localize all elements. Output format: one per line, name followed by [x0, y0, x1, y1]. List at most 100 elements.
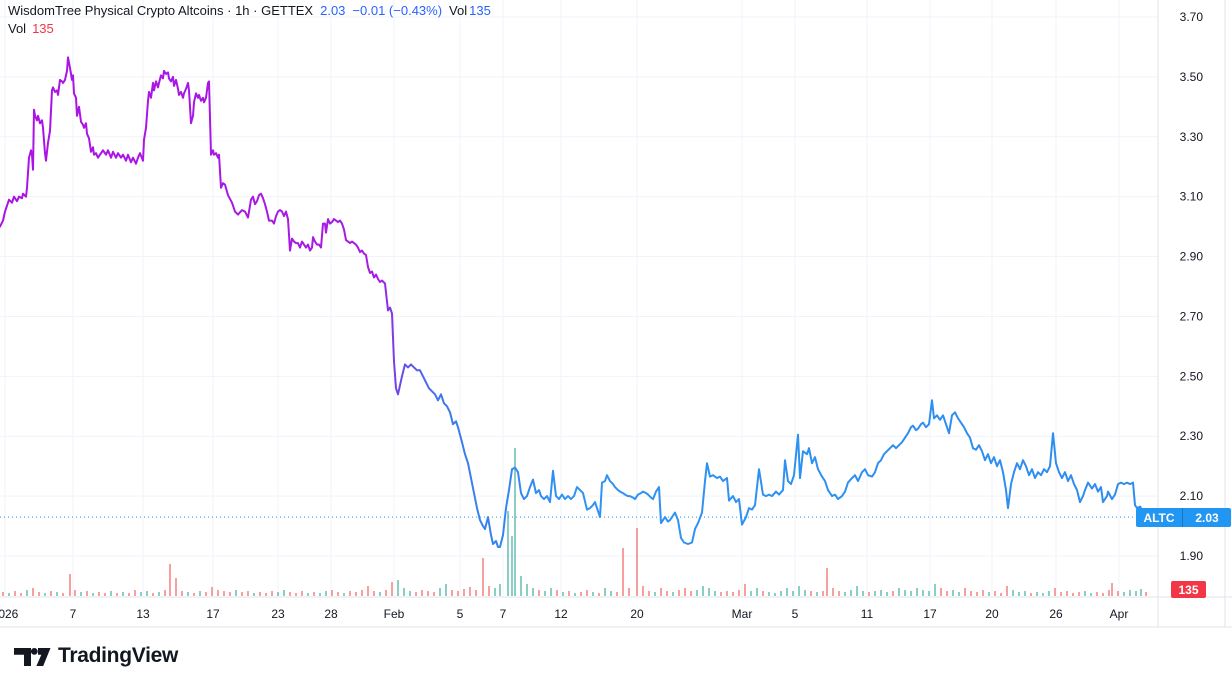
volume-bar [916, 588, 918, 596]
volume-badge: 135 [1171, 581, 1206, 598]
volume-bar [1060, 592, 1062, 596]
time-axis-label[interactable]: Feb [384, 607, 405, 621]
volume-inline-value: 135 [469, 3, 491, 18]
time-axis-label[interactable]: Apr [1110, 607, 1129, 621]
volume-bar [874, 591, 876, 596]
volume-bar [1030, 593, 1032, 596]
time-axis-label[interactable]: 13 [136, 607, 150, 621]
price-chart-svg[interactable]: 3.70 3.50 3.30 3.10 2.90 2.70 2.50 2.30 2.10 1.90… [0, 0, 1232, 628]
volume-bar [1072, 593, 1074, 596]
volume-bar [439, 588, 441, 596]
time-axis-label[interactable]: 20 [630, 607, 644, 621]
volume-bar [169, 564, 171, 596]
volume-bar [774, 593, 776, 596]
volume-bar [904, 590, 906, 596]
price-axis-label[interactable]: 3.50 [1180, 70, 1204, 84]
volume-bar [850, 590, 852, 596]
volume-bar [616, 592, 618, 596]
volume-bar [1090, 593, 1092, 596]
volume-bar [217, 590, 219, 596]
volume-bar [598, 593, 600, 596]
time-axis-label[interactable]: Mar [732, 607, 753, 621]
time-axis-label[interactable]: 28 [324, 607, 338, 621]
volume-bar [469, 587, 471, 596]
price-axis-label[interactable]: 2.50 [1180, 369, 1204, 383]
volume-bar [104, 593, 106, 596]
volume-bar [838, 591, 840, 596]
volume-bar [1123, 592, 1125, 596]
volume-bar [355, 592, 357, 596]
volume-bar [892, 591, 894, 596]
tradingview-logo[interactable]: TradingView [13, 644, 178, 668]
volume-bar [409, 591, 411, 596]
volume-bar [610, 591, 612, 596]
volume-bar [970, 591, 972, 596]
price-axis-label[interactable]: 2.90 [1180, 250, 1204, 264]
badge-divider [1182, 508, 1183, 527]
time-axis-label[interactable]: 12 [554, 607, 568, 621]
volume-bar [526, 584, 528, 596]
price-axis-label[interactable]: 2.70 [1180, 309, 1204, 323]
price-axis-label[interactable]: 3.10 [1180, 190, 1204, 204]
volume-bar [934, 584, 936, 596]
volume-bar [832, 588, 834, 596]
price-change-value: −0.01 (−0.43%) [352, 3, 443, 18]
volume-bar [403, 588, 405, 596]
volume-bar [922, 590, 924, 596]
volume-bar [1135, 591, 1137, 596]
volume-bar [786, 588, 788, 596]
volume-bar [433, 592, 435, 596]
volume-bar [8, 593, 10, 596]
volume-bar [988, 592, 990, 596]
volume-bar [367, 586, 369, 596]
volume-bar [1096, 592, 1098, 596]
volume-bar [604, 588, 606, 596]
volume-bar [556, 590, 558, 596]
volume-bar [586, 590, 588, 596]
volume-bar [1048, 591, 1050, 596]
volume-bar [488, 586, 490, 596]
volume-bar [744, 584, 746, 596]
volume-bar [44, 593, 46, 596]
volume-bar [592, 592, 594, 596]
volume-bar [822, 591, 824, 596]
time-axis-label[interactable]: 23 [271, 607, 285, 621]
volume-bar [223, 591, 225, 596]
price-axis-label[interactable]: 2.10 [1180, 489, 1204, 503]
price-axis-label[interactable]: 2.30 [1180, 429, 1204, 443]
volume-bar [325, 591, 327, 596]
time-axis-label[interactable]: 7 [500, 607, 507, 621]
last-price-badge: ALTC 2.03 [1136, 508, 1231, 527]
volume-bar [976, 592, 978, 596]
time-axis-label[interactable]: 17 [206, 607, 220, 621]
volume-bar [780, 591, 782, 596]
time-axis-label[interactable]: 26 [1049, 607, 1063, 621]
volume-bar [732, 592, 734, 596]
volume-bar [385, 590, 387, 596]
volume-bar [1084, 591, 1086, 596]
volume-study-label[interactable]: Vol [8, 21, 27, 36]
volume-bar [69, 574, 71, 596]
volume-bar [862, 591, 864, 596]
price-axis-label[interactable]: 3.30 [1180, 130, 1204, 144]
volume-bar [92, 593, 94, 596]
time-axis-label[interactable]: 20 [985, 607, 999, 621]
volume-bar [768, 592, 770, 596]
volume-bar [122, 592, 124, 596]
price-axis-label[interactable]: 1.90 [1180, 549, 1204, 563]
symbol-title[interactable]: WisdomTree Physical Crypto Altcoins · 1h… [8, 3, 314, 18]
volume-bar [660, 588, 662, 596]
time-axis-label[interactable]: 5 [457, 607, 464, 621]
time-axis-label[interactable]: 17 [923, 607, 937, 621]
time-axis-label[interactable]: 7 [70, 607, 77, 621]
volume-bar [253, 593, 255, 596]
volume-bar [193, 593, 195, 596]
time-axis-label[interactable]: 11 [861, 607, 874, 621]
time-axis-label[interactable]: 5 [792, 607, 799, 621]
tradingview-logo-text: TradingView [58, 644, 179, 667]
price-axis-label[interactable]: 3.70 [1180, 10, 1204, 24]
volume-bar [648, 591, 650, 596]
volume-bar [720, 592, 722, 596]
